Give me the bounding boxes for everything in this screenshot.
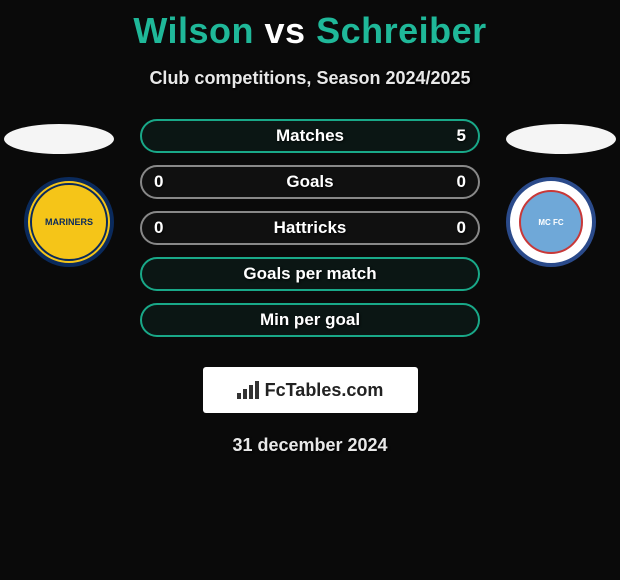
chart-icon (237, 381, 259, 399)
club-right-inner: MC FC (519, 190, 583, 254)
comparison-arena: MARINERS MC FC Matches 5 0 Goals 0 0 Hattricks… (0, 119, 620, 349)
page-title: Wilson vs Schreiber (0, 0, 620, 52)
stat-label: Hattricks (274, 218, 347, 238)
subtitle: Club competitions, Season 2024/2025 (0, 68, 620, 89)
stat-label: Goals (286, 172, 333, 192)
player2-platform (506, 124, 616, 154)
club-right-label: MC FC (538, 218, 563, 227)
stat-pill-hattricks: 0 Hattricks 0 (140, 211, 480, 245)
footer-date: 31 december 2024 (0, 435, 620, 456)
club-badge-right: MC FC (506, 177, 596, 267)
stat-pill-matches: Matches 5 (140, 119, 480, 153)
stat-left-value: 0 (154, 172, 163, 192)
player1-name: Wilson (133, 10, 254, 51)
player2-name: Schreiber (316, 10, 487, 51)
vs-text: vs (265, 10, 306, 51)
stat-right-value: 0 (457, 218, 466, 238)
stat-label: Goals per match (243, 264, 376, 284)
stat-right-value: 5 (457, 126, 466, 146)
brand-logo: FcTables.com (203, 367, 418, 413)
stat-pill-goals-per-match: Goals per match (140, 257, 480, 291)
stat-pill-goals: 0 Goals 0 (140, 165, 480, 199)
stat-right-value: 0 (457, 172, 466, 192)
stats-column: Matches 5 0 Goals 0 0 Hattricks 0 Goals per matc… (140, 119, 480, 349)
stat-pill-min-per-goal: Min per goal (140, 303, 480, 337)
player1-platform (4, 124, 114, 154)
club-left-label: MARINERS (45, 217, 93, 227)
club-badge-left: MARINERS (24, 177, 114, 267)
brand-text: FcTables.com (265, 380, 384, 401)
stat-label: Min per goal (260, 310, 360, 330)
stat-left-value: 0 (154, 218, 163, 238)
stat-label: Matches (276, 126, 344, 146)
